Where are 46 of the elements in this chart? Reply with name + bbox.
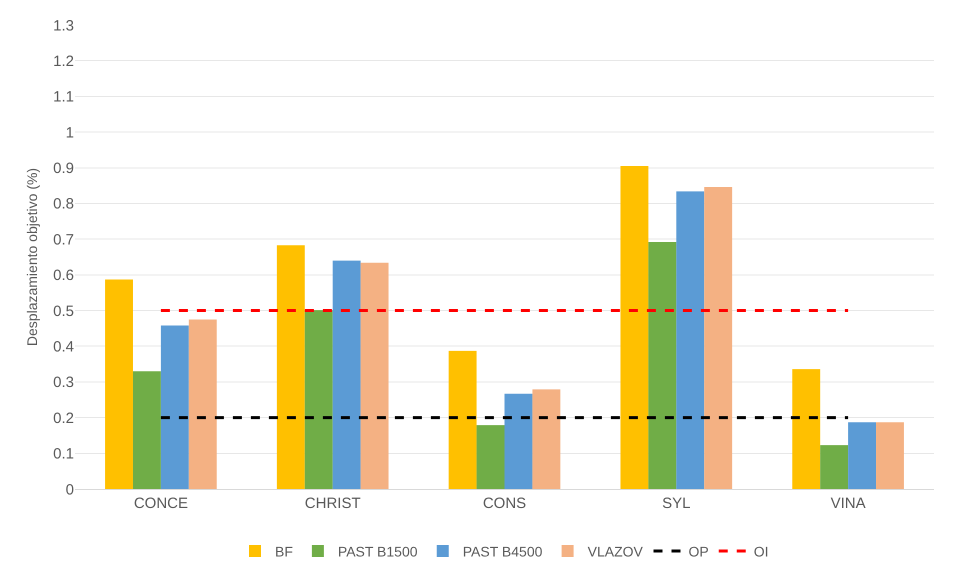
bar [332, 260, 361, 489]
x-tick-label: CHRIST [304, 495, 361, 512]
y-tick-label: 1.3 [53, 17, 74, 34]
bar [304, 310, 333, 489]
bar [188, 319, 217, 489]
legend-label: OP [688, 543, 709, 560]
y-tick-label: 0.2 [53, 410, 74, 427]
legend-label: OI [754, 543, 769, 560]
x-tick-label: CONCE [134, 495, 188, 512]
bar [704, 187, 732, 489]
bar [648, 242, 676, 489]
legend-label: PAST B1500 [338, 543, 418, 560]
y-tick-label: 0.8 [53, 196, 74, 213]
bar [360, 262, 389, 489]
legend-label: VLAZOV [588, 543, 644, 560]
y-tick-label: 0.9 [53, 160, 74, 178]
bar [876, 422, 904, 489]
bar [620, 166, 648, 489]
bar [276, 245, 305, 489]
y-tick-label: 0 [66, 481, 74, 498]
y-tick-label: 1.1 [53, 88, 74, 106]
bar [105, 279, 133, 489]
x-tick-label: VINA [830, 495, 866, 512]
bar [448, 350, 477, 489]
bar [504, 394, 532, 489]
x-tick-label: SYL [662, 495, 690, 512]
bar [532, 389, 560, 489]
y-tick-label: 1 [66, 124, 74, 142]
y-tick-label: 1.2 [53, 52, 74, 70]
bar [820, 445, 848, 489]
legend-label: BF [275, 543, 293, 560]
y-tick-label: 0.5 [53, 302, 74, 320]
bar [132, 371, 161, 489]
y-tick-label: 0.1 [53, 446, 74, 463]
y-axis-title: Desplazamiento objetivo (%) [24, 168, 40, 346]
y-tick-label: 0.6 [53, 267, 74, 284]
bar [160, 326, 189, 489]
bar [848, 422, 876, 489]
y-tick-label: 0.4 [53, 338, 74, 356]
y-tick-label: 0.7 [53, 231, 74, 248]
y-tick-label: 0.3 [53, 374, 74, 392]
bar [792, 369, 820, 489]
bar [476, 425, 504, 489]
legend-label: PAST B4500 [462, 543, 543, 560]
bar [676, 191, 704, 489]
x-tick-label: CONS [482, 495, 526, 512]
